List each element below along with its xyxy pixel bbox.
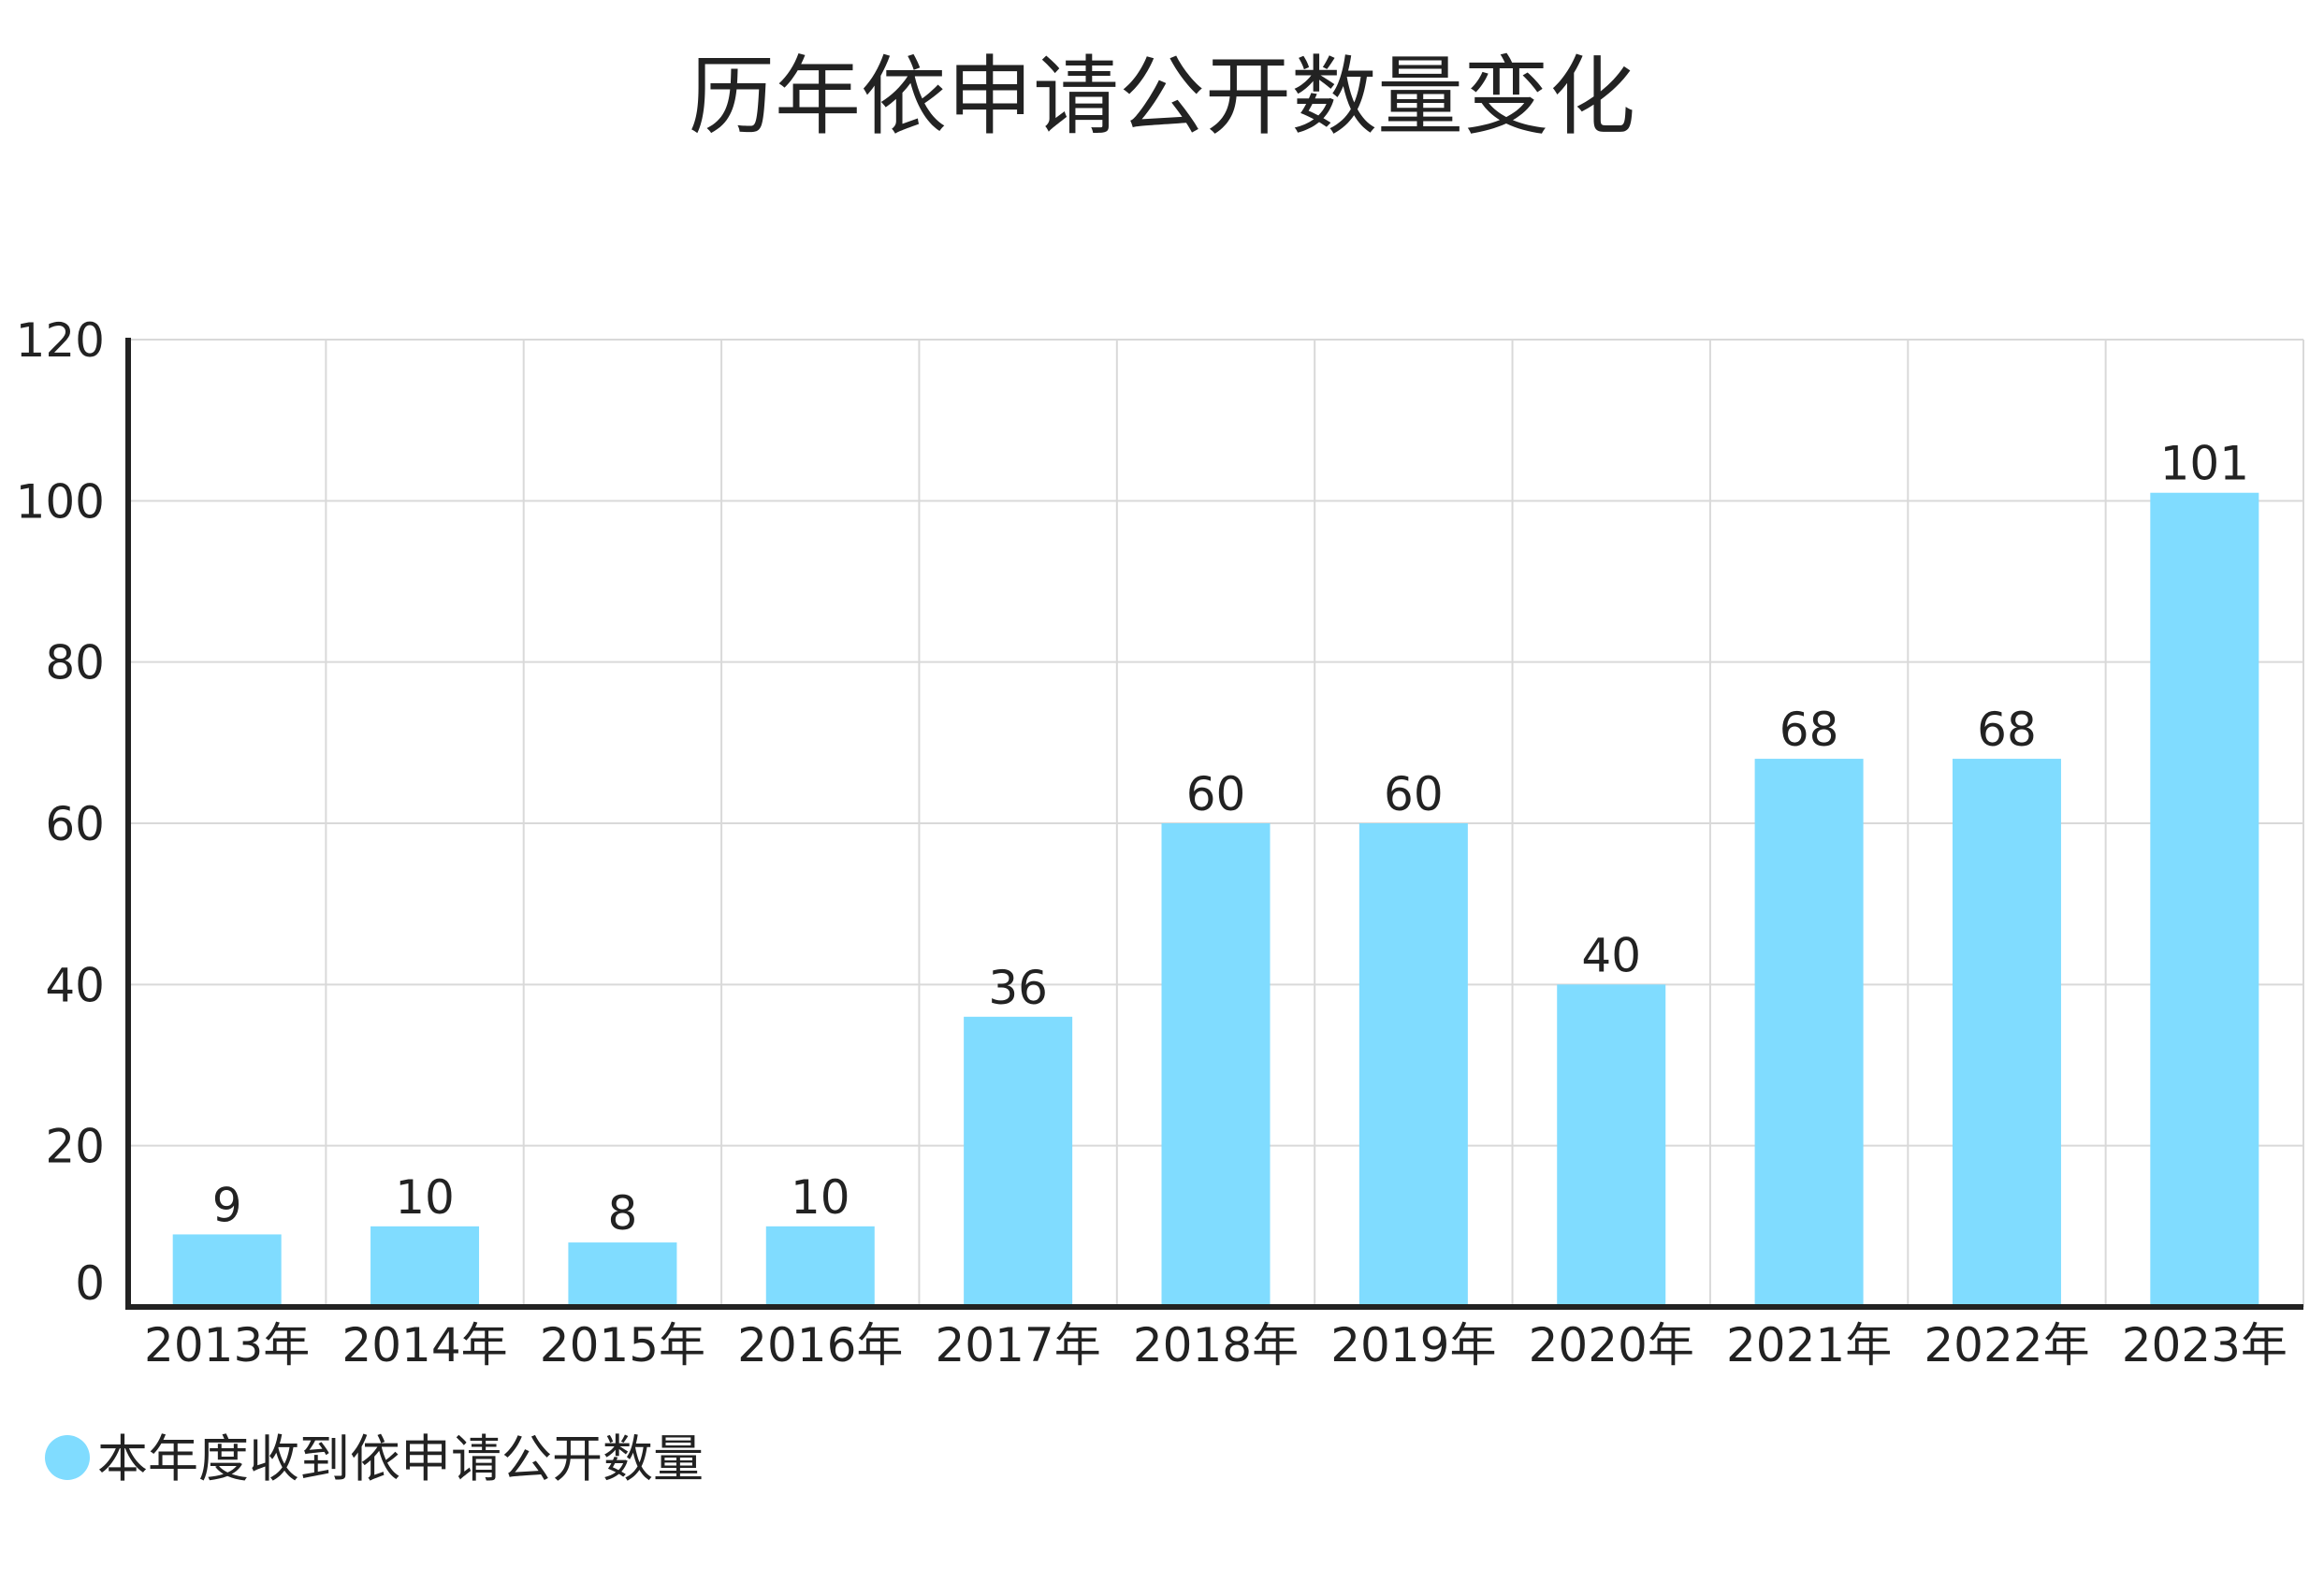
bars <box>172 492 2259 1307</box>
data-labels: 9 10 8 10 36 60 60 40 68 68 101 <box>212 437 2249 1241</box>
x-tick-label: 2021年 <box>1726 1318 1892 1372</box>
x-tick-label: 2020年 <box>1529 1318 1694 1372</box>
x-tick-label: 2019年 <box>1330 1318 1496 1372</box>
bar-value-label: 10 <box>791 1170 850 1225</box>
bar <box>2150 492 2259 1307</box>
bar-value-label: 60 <box>1384 767 1444 821</box>
bar-value-label: 8 <box>608 1186 638 1241</box>
x-tick-label: 2018年 <box>1133 1318 1299 1372</box>
bar-value-label: 60 <box>1186 767 1246 821</box>
y-tick-label: 120 <box>16 313 105 368</box>
legend-label: 本年度收到依申请公开数量 <box>97 1430 704 1488</box>
bar-value-label: 10 <box>395 1170 455 1225</box>
grid-lines <box>128 339 2304 1307</box>
y-tick-label: 40 <box>45 958 105 1012</box>
y-axis-tick-labels: 0 20 40 60 80 100 120 <box>16 313 105 1311</box>
bar-value-label: 40 <box>1581 928 1641 982</box>
bar <box>1754 759 1864 1307</box>
x-tick-label: 2014年 <box>341 1318 507 1372</box>
x-tick-label: 2017年 <box>936 1318 1101 1372</box>
x-axis-tick-labels: 2013年 2014年 2015年 2016年 2017年 2018年 2019年 2020年… <box>144 1318 2288 1372</box>
bar <box>1161 823 1271 1307</box>
chart-title: 历年依申请公开数量变化 <box>689 47 1635 147</box>
x-tick-label: 2023年 <box>2122 1318 2288 1372</box>
bar <box>370 1226 480 1307</box>
bar-value-label: 101 <box>2160 437 2249 491</box>
x-tick-label: 2022年 <box>1924 1318 2089 1372</box>
y-tick-label: 100 <box>16 474 105 529</box>
legend: 本年度收到依申请公开数量 <box>45 1430 704 1488</box>
bar <box>1557 984 1666 1307</box>
bar <box>1952 759 2061 1307</box>
y-tick-label: 0 <box>75 1256 105 1311</box>
x-tick-label: 2016年 <box>737 1318 903 1372</box>
y-tick-label: 80 <box>45 636 105 690</box>
bar <box>765 1226 875 1307</box>
bar-value-label: 9 <box>212 1178 242 1232</box>
bar <box>172 1234 282 1307</box>
bar-value-label: 68 <box>1779 703 1839 757</box>
bar <box>1358 823 1468 1307</box>
x-tick-label: 2013年 <box>144 1318 310 1372</box>
y-tick-label: 60 <box>45 797 105 851</box>
bar <box>568 1242 677 1307</box>
bar-value-label: 36 <box>988 961 1048 1015</box>
x-tick-label: 2015年 <box>540 1318 705 1372</box>
bar-value-label: 68 <box>1977 703 2037 757</box>
legend-swatch <box>45 1435 90 1480</box>
axes <box>125 338 2303 1310</box>
y-tick-label: 20 <box>45 1120 105 1174</box>
bar <box>964 1016 1073 1307</box>
